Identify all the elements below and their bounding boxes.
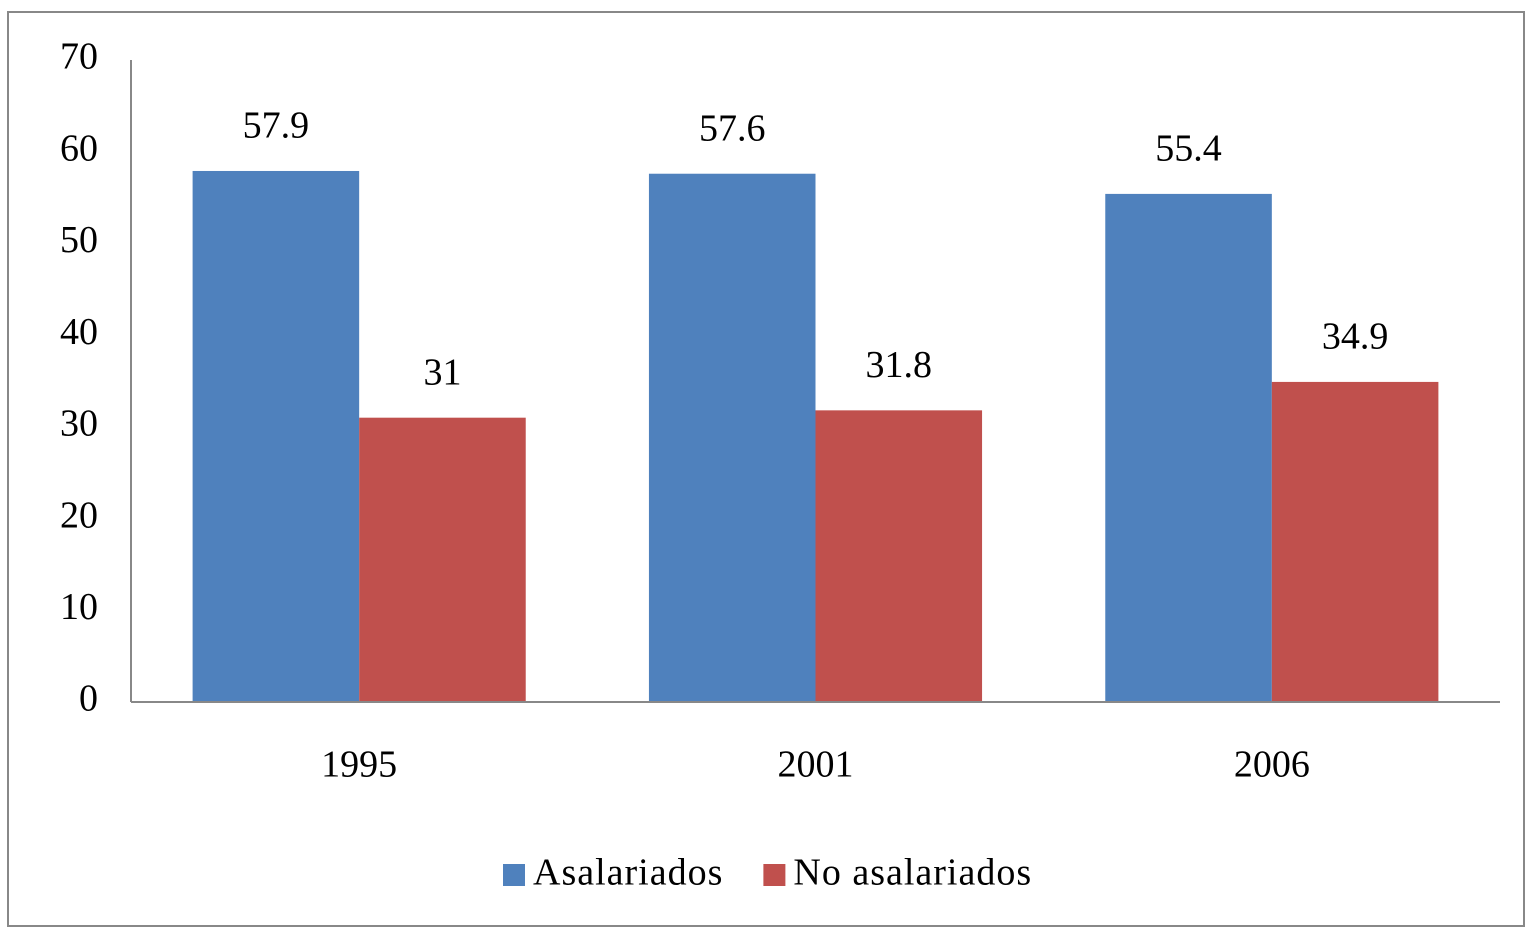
bar: [648, 173, 816, 702]
y-tick-label: 20: [60, 494, 98, 536]
legend-label: No asalariados: [793, 852, 1032, 894]
y-tick-label: 70: [60, 36, 98, 78]
x-tick-label: 2001: [778, 744, 854, 786]
data-label: 57.9: [243, 105, 310, 147]
bar: [192, 170, 360, 702]
bar: [359, 417, 526, 702]
y-tick-label: 60: [60, 127, 98, 169]
bar: [1271, 381, 1439, 702]
x-tick-label: 2006: [1234, 744, 1310, 786]
y-tick-label: 10: [60, 586, 98, 628]
data-label: 34.9: [1322, 316, 1389, 358]
data-label: 31: [423, 351, 461, 393]
legend-swatch: [503, 864, 525, 886]
legend-label: Asalariados: [533, 852, 723, 894]
data-label: 57.6: [699, 107, 766, 149]
y-tick-label: 50: [60, 219, 98, 261]
y-tick-label: 40: [60, 311, 98, 353]
data-label: 31.8: [866, 344, 933, 386]
x-tick-label: 1995: [321, 744, 397, 786]
bar: [1105, 193, 1272, 702]
legend-swatch: [763, 864, 786, 886]
bar: [815, 410, 983, 702]
y-tick-label: 30: [60, 403, 98, 445]
data-label: 55.4: [1155, 128, 1222, 170]
y-tick-label: 0: [79, 678, 98, 720]
